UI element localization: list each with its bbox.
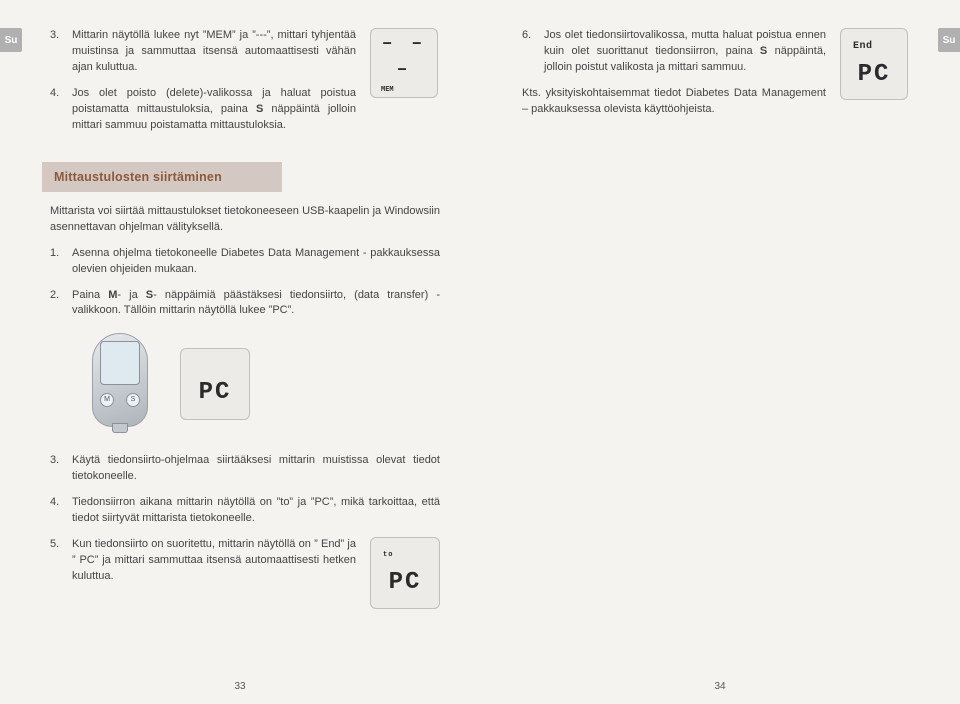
lcd-end-pc-icon: End PC bbox=[840, 28, 908, 100]
num-s4: 4. bbox=[50, 495, 64, 527]
lcd-mem-label: MEM bbox=[381, 85, 394, 95]
row-item-6: 6. Jos olet tiedonsiirtovalikossa, mutta… bbox=[522, 28, 910, 118]
text-s4: Tiedonsiirron aikana mittarin näytöllä o… bbox=[72, 495, 440, 527]
content-left: 3. Mittarin näytöllä lukee nyt ”MEM” ja … bbox=[28, 18, 452, 609]
lcd-pc-icon: PC bbox=[180, 348, 250, 420]
content-right: 6. Jos olet tiedonsiirtovalikossa, mutta… bbox=[508, 18, 932, 118]
page-left: Su 3. Mittarin näytöllä lukee nyt ”MEM” … bbox=[0, 0, 480, 704]
text-s1: Asenna ohjelma tietokoneelle Diabetes Da… bbox=[72, 246, 440, 278]
lcd-to-main: PC bbox=[389, 570, 422, 596]
text-3: Mittarin näytöllä lukee nyt ”MEM” ja ”--… bbox=[72, 28, 356, 76]
lcd-pc-text: PC bbox=[199, 380, 232, 406]
text-6: Jos olet tiedonsiirtovalikossa, mutta ha… bbox=[544, 28, 826, 76]
text-s3: Käytä tiedonsiirto-ohjelmaa siirtääksesi… bbox=[72, 453, 440, 485]
num-6: 6. bbox=[522, 28, 536, 76]
step-1: 1. Asenna ohjelma tietokoneelle Diabetes… bbox=[50, 246, 440, 278]
num-s2: 2. bbox=[50, 288, 64, 320]
page-number-left: 33 bbox=[234, 681, 245, 692]
num-s1: 1. bbox=[50, 246, 64, 278]
num-s5: 5. bbox=[50, 537, 64, 585]
lcd-end-label: End bbox=[853, 40, 873, 55]
lcd-dashes: – – – bbox=[377, 31, 431, 83]
meter-icon: M S bbox=[82, 329, 160, 439]
text-s5: Kun tiedonsiirto on suoritettu, mittarin… bbox=[72, 537, 356, 585]
page-right: Su 6. Jos olet tiedonsiirtovalikossa, mu… bbox=[480, 0, 960, 704]
page-number-right: 34 bbox=[714, 681, 725, 692]
intro-text: Mittarista voi siirtää mittaustulokset t… bbox=[50, 204, 440, 236]
row-item-3: 3. Mittarin näytöllä lukee nyt ”MEM” ja … bbox=[50, 28, 440, 144]
step-3: 3. Käytä tiedonsiirto-ohjelmaa siirtääks… bbox=[50, 453, 440, 485]
lcd-end-main: PC bbox=[858, 62, 891, 88]
step-2: 2. Paina M- ja S- näppäimiä päästäksesi … bbox=[50, 288, 440, 320]
lcd-to-label: to bbox=[383, 550, 393, 560]
text-s2: Paina M- ja S- näppäimiä päästäksesi tie… bbox=[72, 288, 440, 320]
lcd-mem-icon: – – – MEM bbox=[370, 28, 438, 98]
lcd-to-pc-icon: to PC bbox=[370, 537, 440, 609]
side-tab-right: Su bbox=[938, 28, 960, 52]
num-4: 4. bbox=[50, 86, 64, 134]
step-5-row: 5. Kun tiedonsiirto on suoritettu, mitta… bbox=[50, 537, 440, 609]
fig-meter-pc: M S PC bbox=[82, 329, 440, 439]
section-title: Mittaustulosten siirtäminen bbox=[42, 162, 282, 192]
side-tab-left: Su bbox=[0, 28, 22, 52]
num-3: 3. bbox=[50, 28, 64, 76]
num-s3: 3. bbox=[50, 453, 64, 485]
text-4: Jos olet poisto (delete)-valikossa ja ha… bbox=[72, 86, 356, 134]
kts-text: Kts. yksityiskohtaisemmat tiedot Diabete… bbox=[522, 86, 826, 118]
step-4: 4. Tiedonsiirron aikana mittarin näytöll… bbox=[50, 495, 440, 527]
